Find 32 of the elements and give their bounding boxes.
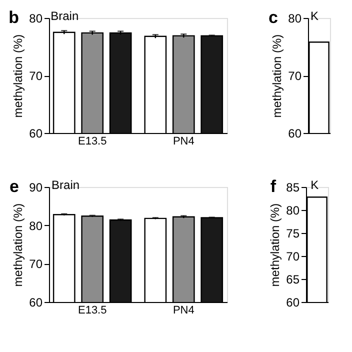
y-tick-label: 60 — [29, 126, 43, 140]
y-tick-label: 60 — [288, 126, 302, 140]
y-tick-label: 70 — [288, 69, 302, 83]
y-tick-label: 70 — [29, 69, 43, 83]
text: f — [270, 177, 276, 196]
chart-title: Brain — [50, 9, 79, 23]
y-tick-label: 80 — [29, 218, 43, 233]
y-tick-label: 80 — [29, 12, 43, 26]
y-tick-label: 80 — [288, 12, 302, 26]
x-tick-label: E13.5 — [78, 136, 107, 148]
y-tick-label: 60 — [29, 296, 43, 310]
y-tick-label: 70 — [286, 250, 300, 264]
y-tick-label: 75 — [286, 226, 300, 240]
y-tick-label: 85 — [286, 180, 300, 194]
y-axis-title: methylation (%) — [270, 34, 284, 118]
chart-title: K — [310, 178, 319, 192]
y-axis-title: methylation (%) — [11, 203, 26, 287]
text: c — [268, 8, 278, 27]
y-tick-label: 90 — [29, 180, 43, 194]
x-tick-label: PN4 — [172, 136, 194, 148]
chart-title: Brain — [52, 178, 80, 192]
y-axis-title: methylation (%) — [268, 203, 282, 287]
text: e — [10, 177, 19, 196]
x-tick-label: E13.5 — [78, 304, 107, 316]
chart-title: K — [310, 9, 319, 23]
y-tick-label: 70 — [29, 257, 43, 272]
x-tick-label: PN4 — [172, 304, 194, 316]
y-tick-label: 65 — [286, 272, 300, 286]
text: b — [8, 8, 19, 27]
y-tick-label: 60 — [286, 296, 300, 310]
y-tick-label: 80 — [286, 204, 300, 218]
y-axis-title: methylation (%) — [11, 34, 26, 118]
